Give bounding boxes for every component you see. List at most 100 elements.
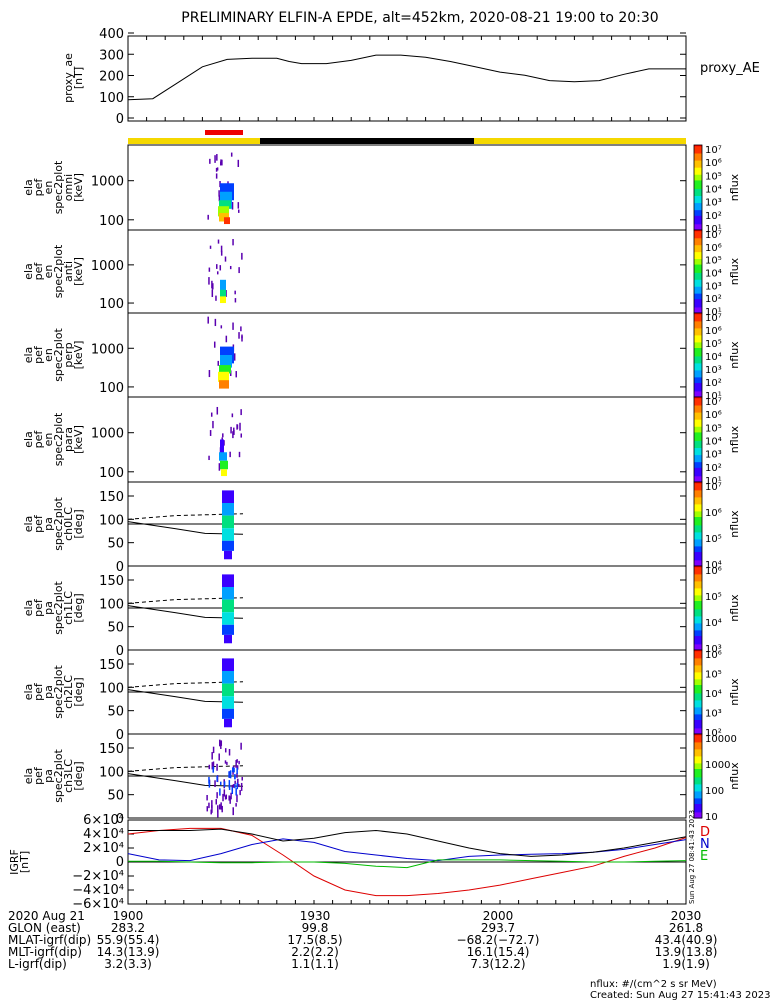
- colorbar-cell: [694, 296, 702, 299]
- colorbar-cell: [694, 457, 702, 460]
- colorbar-cell: [694, 493, 702, 496]
- colorbar-cell: [694, 809, 702, 812]
- colorbar-cell: [694, 180, 702, 183]
- spectrogram-pixel: [220, 289, 226, 299]
- colorbar-cell: [694, 356, 702, 359]
- colorbar-cell: [694, 622, 702, 624]
- colorbar-label: 10¹: [705, 224, 722, 235]
- colorbar-cell: [694, 314, 702, 317]
- colorbar-cell: [694, 598, 702, 601]
- colorbar-cell: [694, 685, 702, 687]
- colorbar-cell: [694, 781, 702, 784]
- colorbar-cell: [694, 473, 702, 476]
- colorbar-cell: [694, 443, 702, 446]
- pa-ylabel-3-5: [deg]: [72, 761, 85, 790]
- colorbar-cell: [694, 295, 702, 297]
- colorbar-label: 10⁵: [705, 171, 722, 182]
- colorbar-cell: [694, 336, 702, 339]
- spectrogram-pixel: [229, 265, 232, 270]
- colorbar-cell: [694, 606, 702, 609]
- proxy-ae-ylabel-0: proxy_ae: [62, 53, 75, 103]
- spec-ylabel-0-1: pef: [32, 178, 45, 197]
- colorbar-cell: [694, 470, 702, 473]
- colorbar-label: 10⁷: [705, 313, 722, 324]
- spectrogram-pixel: [230, 152, 233, 157]
- colorbar-cell: [694, 735, 702, 738]
- spectrogram-pixel: [236, 765, 239, 770]
- colorbar-cell: [694, 609, 702, 612]
- colorbar-cell: [694, 399, 702, 402]
- colorbar-cell: [694, 391, 702, 394]
- colorbar-cell: [694, 771, 702, 774]
- colorbar-cell: [694, 317, 702, 320]
- colorbar-cell: [694, 290, 702, 293]
- colorbar-cell: [694, 748, 702, 750]
- spec-ylabel-2-1: pef: [32, 345, 45, 364]
- spectrogram-pixel: [239, 790, 241, 796]
- colorbar-cell: [694, 545, 702, 547]
- spectrogram-pixel: [212, 746, 215, 754]
- colorbar-cell: [694, 377, 702, 380]
- colorbar-cell: [694, 313, 702, 315]
- spectrogram-pixel: [222, 528, 234, 541]
- colorbar-cell: [694, 191, 702, 194]
- colorbar-cell: [694, 329, 702, 332]
- colorbar-label: 10⁴: [705, 618, 722, 629]
- colorbar-cell: [694, 620, 702, 623]
- spectrogram-pixel: [220, 296, 226, 304]
- colorbar-cell: [694, 556, 702, 559]
- colorbar-cell: [694, 332, 702, 335]
- colorbar-cell: [694, 591, 702, 594]
- spectrogram-pixel: [236, 794, 238, 803]
- spectrogram-pixel: [225, 335, 228, 343]
- spec-ylabel-0-0: ela: [22, 179, 35, 196]
- spectrogram-pixel: [238, 267, 240, 274]
- spectrogram-pixel: [231, 201, 234, 210]
- unit-note: nflux: #/(cm^2 s sr MeV): [590, 979, 717, 990]
- spectrogram-panels: 1000100elapefenspec2plotomni[keV]10⁷10⁶1…: [22, 144, 741, 487]
- colorbar-label: 10³: [705, 644, 722, 655]
- colorbar-unit: nflux: [728, 510, 741, 538]
- colorbar-cell: [694, 222, 702, 225]
- spectrogram-pixel: [215, 167, 218, 172]
- colorbar-cell: [694, 687, 702, 690]
- spectrogram-pixel: [209, 158, 211, 164]
- proxy-ae-ytick: 300: [99, 48, 124, 63]
- spectrogram-pixel: [236, 772, 238, 778]
- spectrogram-pixel: [239, 422, 241, 431]
- colorbar-cell: [694, 467, 702, 470]
- spectrogram-pixel: [232, 431, 234, 439]
- colorbar-cell: [694, 260, 702, 263]
- spectrogram-pixel: [234, 298, 237, 303]
- pa-ytick: 50: [107, 621, 124, 636]
- colorbar-cell: [694, 519, 702, 522]
- spec-ytick: 100: [99, 214, 124, 229]
- colorbar-cell: [694, 559, 702, 561]
- igrf-legend-e: E: [700, 849, 708, 864]
- colorbar-cell: [694, 387, 702, 390]
- colorbar-cell: [694, 784, 702, 787]
- colorbar-cell: [694, 477, 702, 480]
- spectrogram-pixel: [218, 371, 229, 382]
- pa-ytick: 150: [99, 574, 124, 589]
- colorbar-cell: [694, 486, 702, 489]
- colorbar-cell: [694, 364, 702, 367]
- colorbar-cell: [694, 321, 702, 324]
- spectrogram-pixel: [228, 784, 231, 790]
- colorbar-cell: [694, 746, 702, 749]
- spectrogram-pixel: [235, 760, 237, 768]
- pa-ylabel-1-4: ch1LC: [62, 591, 75, 625]
- spectrogram-pixel: [237, 159, 240, 167]
- spectrogram-pixel: [231, 767, 234, 773]
- colorbar-cell: [694, 153, 702, 156]
- colorbar-cell: [694, 466, 702, 469]
- colorbar-cell: [694, 416, 702, 419]
- colorbar-cell: [694, 801, 702, 804]
- colorbar-cell: [694, 480, 702, 483]
- colorbar-cell: [694, 564, 702, 567]
- spectrogram-pixel: [220, 245, 223, 253]
- ephemeris-value: 2030: [671, 909, 702, 923]
- colorbar-label: 10⁵: [705, 534, 722, 545]
- day-bar-right: [474, 138, 686, 144]
